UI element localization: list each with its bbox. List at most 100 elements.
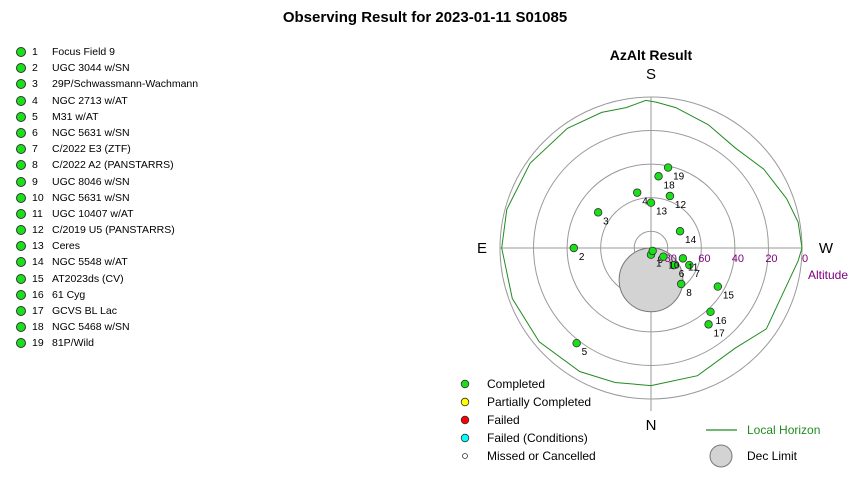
target-number: 7 xyxy=(32,143,38,156)
target-name: NGC 5548 w/AT xyxy=(52,256,128,269)
altitude-tick-label: 40 xyxy=(732,253,744,265)
status-dot-icon xyxy=(16,241,26,252)
target-point xyxy=(713,282,723,291)
target-point-label: 18 xyxy=(664,180,676,191)
target-point xyxy=(648,246,657,256)
target-number: 5 xyxy=(32,110,38,123)
altitude-tick-label: 0 xyxy=(802,253,808,265)
page-title: Observing Result for 2023-01-11 S01085 xyxy=(282,9,568,26)
target-number: 16 xyxy=(32,288,44,301)
target-number: 19 xyxy=(32,337,44,350)
target-number: 14 xyxy=(32,256,44,269)
status-dot-icon xyxy=(16,47,26,57)
target-point-label: 7 xyxy=(694,269,700,280)
target-point xyxy=(572,338,581,348)
target-name: NGC 2713 w/AT xyxy=(52,94,128,107)
legend-marker-completed xyxy=(460,379,470,389)
altitude-tick-label: 20 xyxy=(765,253,777,265)
target-point xyxy=(676,279,686,289)
target-point xyxy=(654,172,663,181)
chart-title: AzAlt Result xyxy=(610,47,693,63)
target-point xyxy=(663,163,673,172)
direction-south: S xyxy=(646,66,656,83)
status-dot-icon xyxy=(16,208,26,219)
target-point xyxy=(569,243,579,253)
target-point-label: 9 xyxy=(658,255,664,266)
target-point-label: 12 xyxy=(675,200,687,211)
target-number: 6 xyxy=(32,126,38,139)
target-name: NGC 5631 w/SN xyxy=(52,191,130,204)
target-name: C/2019 U5 (PANSTARRS) xyxy=(52,224,175,237)
status-dot-icon xyxy=(16,176,26,187)
target-name: UGC 3044 w/SN xyxy=(52,62,130,75)
target-point-label: 16 xyxy=(716,316,728,327)
target-number: 4 xyxy=(32,94,38,107)
legend-label-failed_conditions: Failed (Conditions) xyxy=(487,431,588,445)
status-dot-icon xyxy=(16,160,26,171)
target-point xyxy=(678,254,688,263)
target-name: NGC 5631 w/SN xyxy=(52,126,130,139)
status-dot-icon xyxy=(16,306,26,316)
status-dot-icon xyxy=(16,127,26,138)
target-point-label: 6 xyxy=(679,269,685,280)
legend-marker-partial xyxy=(460,397,470,407)
target-name: GCVS BL Lac xyxy=(52,305,117,317)
status-dot-icon xyxy=(16,225,26,236)
legend-label-missed: Missed or Cancelled xyxy=(487,449,596,463)
target-point xyxy=(704,320,713,329)
target-point xyxy=(632,188,642,197)
target-point-label: 5 xyxy=(582,347,588,358)
target-number: 2 xyxy=(32,62,38,75)
target-name: C/2022 A2 (PANSTARRS) xyxy=(52,159,174,172)
target-number: 3 xyxy=(32,78,38,91)
target-point-label: 3 xyxy=(603,216,609,227)
legend-label-failed: Failed xyxy=(487,413,520,427)
target-name: AT2023ds (CV) xyxy=(52,272,124,285)
target-point xyxy=(706,307,715,317)
status-dot-icon xyxy=(16,111,26,122)
target-number: 11 xyxy=(32,207,43,220)
target-point xyxy=(665,191,675,201)
legend-label-partial: Partially Completed xyxy=(487,395,591,409)
status-dot-icon xyxy=(16,79,26,90)
target-point-label: 2 xyxy=(579,252,585,263)
status-dot-icon xyxy=(16,63,26,74)
target-number: 9 xyxy=(32,175,38,188)
target-name: Ceres xyxy=(52,240,81,253)
local-horizon-line xyxy=(501,99,803,387)
target-number: 8 xyxy=(32,159,38,172)
target-number: 15 xyxy=(32,272,44,285)
status-dot-icon xyxy=(16,322,26,333)
status-dot-icon xyxy=(16,144,26,155)
altitude-tick-label: 60 xyxy=(698,253,710,265)
target-number: 1 xyxy=(32,46,38,58)
target-number: 12 xyxy=(32,224,44,237)
status-dot-icon xyxy=(16,95,26,106)
target-name: 81P/Wild xyxy=(52,337,95,350)
target-name: C/2022 E3 (ZTF) xyxy=(52,143,131,156)
target-point-label: 15 xyxy=(723,291,735,302)
target-number: 13 xyxy=(32,240,44,253)
target-name: 29P/Schwassmann-Wachmann xyxy=(52,78,199,91)
target-number: 18 xyxy=(32,321,44,334)
status-dot-icon xyxy=(16,338,26,349)
status-dot-icon xyxy=(16,289,26,300)
legend-label-horizon: Local Horizon xyxy=(747,423,820,437)
target-point-label: 4 xyxy=(642,197,648,208)
target-point xyxy=(675,227,685,236)
altitude-axis-label: Altitude xyxy=(808,268,848,282)
target-name: UGC 10407 w/AT xyxy=(52,207,134,220)
target-point xyxy=(669,260,678,270)
target-number: 17 xyxy=(32,305,44,317)
target-point-label: 14 xyxy=(685,235,697,246)
target-point-label: 13 xyxy=(656,207,668,218)
target-number: 10 xyxy=(32,191,44,204)
target-name: NGC 5468 w/SN xyxy=(52,321,130,334)
direction-north: N xyxy=(646,417,657,434)
legend-marker-missed xyxy=(462,453,468,459)
target-point-label: 10 xyxy=(668,261,680,272)
status-dot-icon xyxy=(16,192,26,203)
target-point-label: 17 xyxy=(714,328,726,339)
target-point xyxy=(659,252,668,261)
